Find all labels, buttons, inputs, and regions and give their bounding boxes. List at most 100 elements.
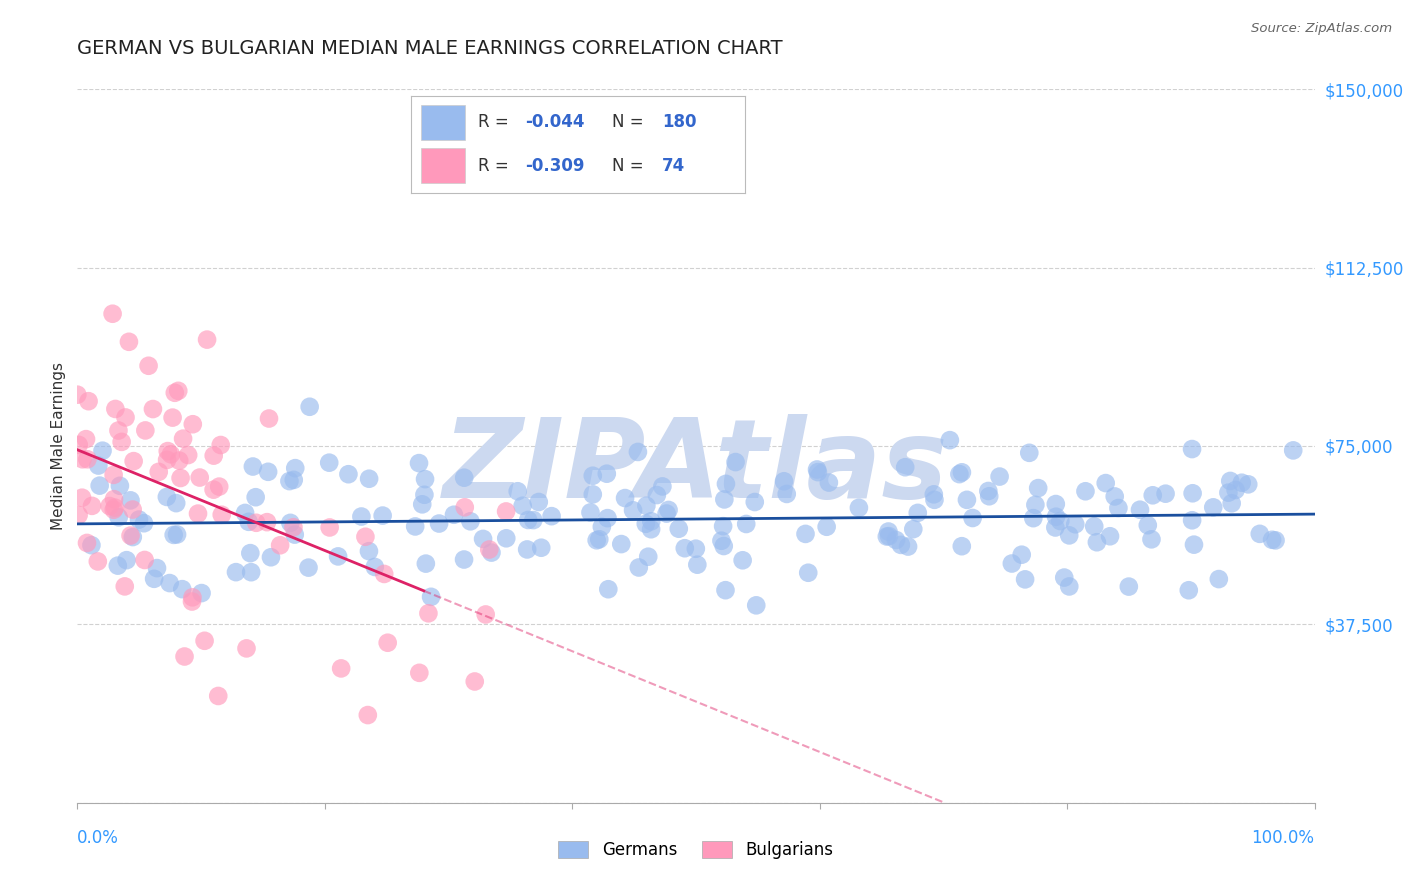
Point xyxy=(627,445,650,459)
Point xyxy=(326,549,349,564)
Point xyxy=(1001,557,1024,571)
Point xyxy=(283,520,305,534)
Point xyxy=(1182,538,1205,552)
Point xyxy=(848,500,870,515)
Point xyxy=(357,708,380,723)
Point xyxy=(256,515,278,529)
Point xyxy=(1249,526,1271,541)
Point xyxy=(645,488,668,502)
Point xyxy=(506,484,529,499)
Legend: Germans, Bulgarians: Germans, Bulgarians xyxy=(551,834,841,866)
Point xyxy=(714,476,737,491)
Point xyxy=(474,607,496,622)
Point xyxy=(107,424,129,438)
Point xyxy=(120,493,142,508)
Point xyxy=(1022,511,1045,525)
Point xyxy=(1282,443,1305,458)
Point xyxy=(472,532,495,546)
Point xyxy=(357,544,380,558)
Point xyxy=(132,516,155,531)
Point xyxy=(540,509,562,524)
Point xyxy=(884,533,907,547)
Point xyxy=(890,538,912,552)
Point xyxy=(278,474,301,488)
Point xyxy=(177,448,200,462)
Point xyxy=(245,516,267,530)
Point xyxy=(876,529,898,543)
Point xyxy=(298,400,321,414)
Point xyxy=(134,553,156,567)
Point xyxy=(233,506,256,520)
Point xyxy=(522,513,544,527)
Point xyxy=(156,490,179,504)
Point xyxy=(167,384,190,398)
Point xyxy=(1024,498,1046,512)
Text: GERMAN VS BULGARIAN MEDIAN MALE EARNINGS CORRELATION CHART: GERMAN VS BULGARIAN MEDIAN MALE EARNINGS… xyxy=(77,39,783,58)
Point xyxy=(1104,490,1126,504)
Point xyxy=(337,467,360,482)
Point xyxy=(495,504,517,518)
Point xyxy=(269,538,291,552)
Point xyxy=(710,533,733,548)
Point xyxy=(776,487,799,501)
Point xyxy=(142,402,165,417)
Point xyxy=(162,410,184,425)
Point xyxy=(194,633,217,648)
Point xyxy=(1218,485,1240,500)
Point xyxy=(413,472,436,486)
Point xyxy=(582,487,605,501)
Point xyxy=(411,497,433,511)
Point xyxy=(1014,573,1036,587)
Point xyxy=(280,516,302,530)
Point xyxy=(211,508,233,522)
Point xyxy=(181,594,204,608)
Point xyxy=(284,527,307,541)
Point xyxy=(66,387,89,401)
Point xyxy=(187,507,209,521)
Point xyxy=(359,472,381,486)
Point xyxy=(627,560,650,574)
Point xyxy=(122,454,145,468)
Point xyxy=(202,483,225,497)
Point xyxy=(1181,442,1204,456)
Point xyxy=(87,554,110,568)
Point xyxy=(103,467,125,482)
Point xyxy=(413,488,436,502)
Point xyxy=(103,492,125,507)
Point xyxy=(621,503,644,517)
Point xyxy=(225,565,247,579)
Point xyxy=(1064,517,1087,532)
Point xyxy=(481,545,503,559)
Point xyxy=(1140,533,1163,547)
Point xyxy=(634,516,657,531)
Point xyxy=(1129,502,1152,516)
Point xyxy=(924,492,946,507)
Point xyxy=(1059,579,1081,593)
Point xyxy=(745,599,768,613)
Point xyxy=(530,541,553,555)
Point xyxy=(460,514,482,528)
Point xyxy=(404,519,426,533)
Point xyxy=(1074,484,1097,499)
Point xyxy=(988,469,1011,483)
Point xyxy=(744,495,766,509)
Point xyxy=(159,576,181,591)
Point xyxy=(181,591,204,605)
Point xyxy=(318,456,340,470)
Point xyxy=(240,565,263,579)
Point xyxy=(640,522,662,536)
Point xyxy=(516,542,538,557)
Point xyxy=(167,453,190,467)
Point xyxy=(596,511,619,525)
Point xyxy=(166,527,188,541)
Point xyxy=(724,455,747,469)
Point xyxy=(408,456,430,470)
Point xyxy=(977,483,1000,498)
Point xyxy=(714,583,737,598)
Point xyxy=(156,453,179,467)
Point xyxy=(950,539,973,553)
Point xyxy=(181,417,204,432)
Point xyxy=(1045,497,1067,511)
Point xyxy=(1154,486,1177,500)
Point xyxy=(354,530,377,544)
